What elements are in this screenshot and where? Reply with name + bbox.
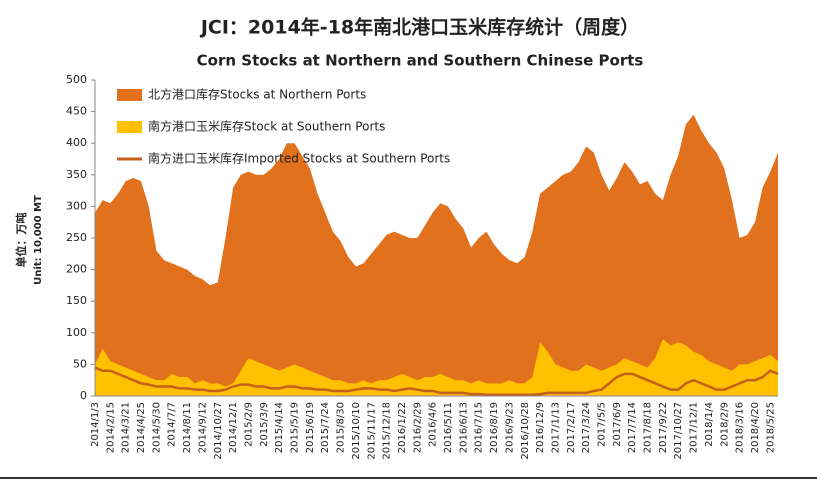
- y-tick-label: 400: [66, 136, 87, 149]
- area: [95, 339, 778, 396]
- x-tick-label: 2016/8/19: [489, 402, 500, 453]
- x-tick-label: 2015/6/19: [305, 402, 316, 453]
- x-tick-label: 2015/8/30: [336, 402, 347, 453]
- x-tick-label: 2016/1/22: [397, 402, 408, 453]
- chart-title: JCI：2014年-18年南北港口玉米库存统计（周度）: [199, 16, 639, 39]
- x-tick-label: 2016/6/13: [458, 402, 469, 453]
- x-tick-label: 2015/10/10: [351, 402, 362, 460]
- y-tick-label: 450: [66, 105, 87, 118]
- x-tick-label: 2017/8/18: [643, 402, 654, 453]
- x-tick-label: 2015/3/9: [259, 402, 270, 447]
- x-tick-label: 2017/12/1: [689, 402, 700, 453]
- y-tick-label: 500: [66, 73, 87, 86]
- legend-label: 南方进口玉米库存Imported Stocks at Southern Port…: [148, 151, 450, 166]
- y-tick-label: 200: [66, 263, 87, 276]
- x-tick-label: 2015/2/9: [243, 402, 254, 447]
- legend-swatch: [117, 121, 142, 133]
- line: [94, 366, 779, 396]
- y-tick-label: 300: [66, 199, 87, 212]
- x-tick-label: 2017/7/14: [627, 402, 638, 453]
- y-tick-label: 250: [66, 231, 87, 244]
- x-tick-label: 2017/1/13: [550, 402, 561, 453]
- x-tick-label: 2017/6/9: [612, 402, 623, 447]
- x-tick-label: 2014/4/25: [136, 402, 147, 453]
- x-tick-label: 2018/3/16: [735, 402, 746, 453]
- x-tick-label: 2016/9/23: [504, 402, 515, 453]
- x-tick-label: 2016/5/11: [443, 402, 454, 453]
- x-tick-label: 2014/5/30: [151, 402, 162, 453]
- x-tick-label: 2014/1/3: [90, 402, 101, 447]
- x-tick-label: 2014/10/27: [213, 402, 224, 460]
- legend-swatch: [117, 89, 142, 101]
- y-tick-label: 150: [66, 294, 87, 307]
- y-tick-label: 0: [80, 389, 87, 402]
- x-tick-label: 2015/5/19: [290, 402, 301, 453]
- x-tick-label: 2018/2/9: [719, 402, 730, 447]
- legend-label: 北方港口库存Stocks at Northern Ports: [148, 87, 366, 102]
- area: [95, 114, 778, 396]
- x-tick-label: 2015/4/14: [274, 402, 285, 453]
- y-axis-title: 单位：万吨: [14, 213, 28, 268]
- x-tick-label: 2017/2/17: [566, 402, 577, 453]
- y-tick-label: 100: [66, 326, 87, 339]
- x-tick-label: 2015/7/24: [320, 402, 331, 453]
- y-tick-label: 350: [66, 168, 87, 181]
- x-tick-label: 2014/12/1: [228, 402, 239, 453]
- x-tick-label: 2018/1/4: [704, 402, 715, 447]
- x-tick-label: 2016/4/6: [428, 402, 439, 447]
- x-tick-label: 2018/5/25: [765, 402, 776, 453]
- x-tick-label: 2018/4/20: [750, 402, 761, 453]
- legend-label: 南方港口玉米库存Stock at Southern Ports: [148, 119, 385, 134]
- x-tick-label: 2017/9/22: [658, 402, 669, 453]
- x-tick-label: 2015/11/17: [366, 402, 377, 460]
- x-tick-label: 2014/8/11: [182, 402, 193, 453]
- y-tick-label: 50: [73, 357, 87, 370]
- x-tick-label: 2014/7/7: [167, 402, 178, 447]
- x-tick-label: 2016/10/28: [520, 402, 531, 460]
- y-axis-title: Unit: 10,000 MT: [33, 195, 44, 285]
- x-tick-label: 2017/5/5: [596, 402, 607, 447]
- x-tick-label: 2016/7/15: [474, 402, 485, 453]
- x-tick-label: 2017/10/27: [673, 402, 684, 460]
- x-tick-label: 2014/9/12: [197, 402, 208, 453]
- x-tick-label: 2014/3/21: [121, 402, 132, 453]
- x-tick-label: 2016/2/29: [412, 402, 423, 453]
- x-tick-label: 2014/2/15: [105, 402, 116, 453]
- x-tick-label: 2015/12/18: [382, 402, 393, 460]
- x-tick-label: 2017/3/24: [581, 402, 592, 453]
- x-tick-label: 2016/12/9: [535, 402, 546, 453]
- chart-subtitle: Corn Stocks at Northern and Southern Chi…: [197, 52, 644, 70]
